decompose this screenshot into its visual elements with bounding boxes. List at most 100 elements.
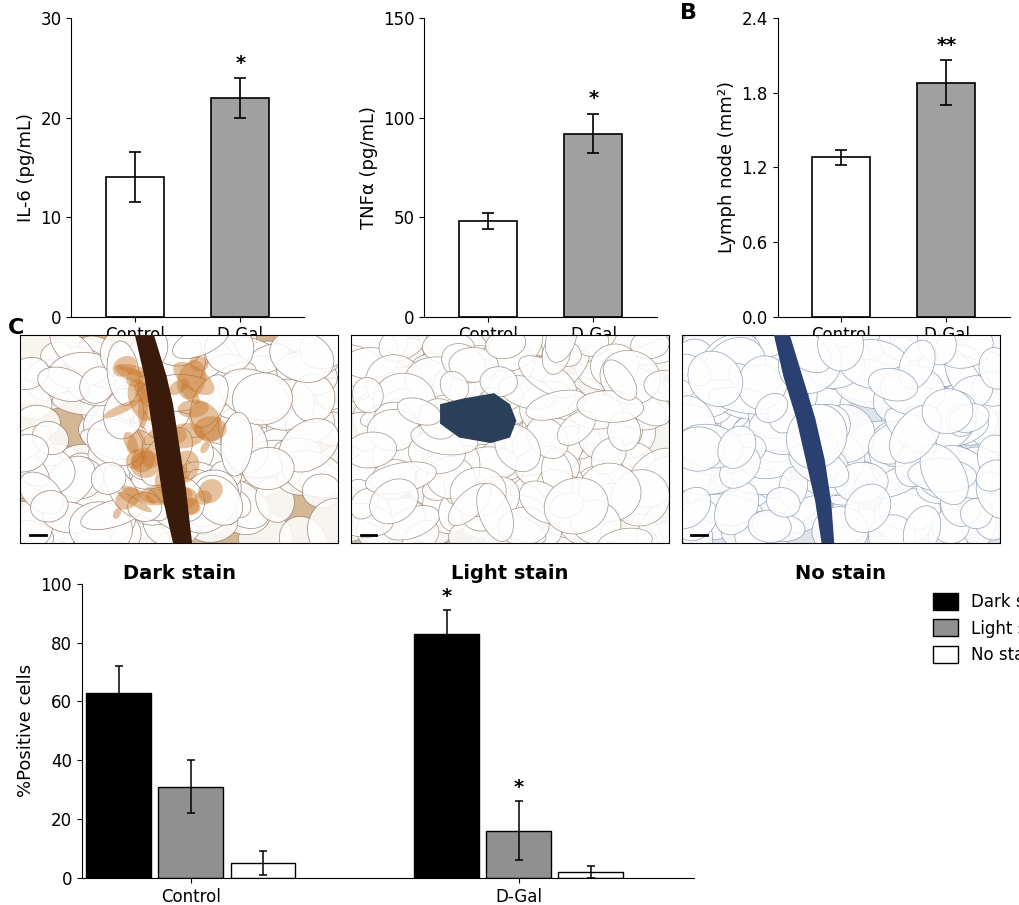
- Ellipse shape: [238, 428, 274, 468]
- Ellipse shape: [19, 506, 59, 542]
- Ellipse shape: [751, 512, 804, 541]
- Ellipse shape: [625, 514, 662, 561]
- Ellipse shape: [360, 438, 428, 479]
- Ellipse shape: [65, 358, 125, 405]
- Ellipse shape: [753, 315, 797, 357]
- Ellipse shape: [6, 369, 49, 405]
- Ellipse shape: [367, 409, 419, 451]
- Ellipse shape: [147, 325, 201, 366]
- Ellipse shape: [748, 389, 801, 439]
- Ellipse shape: [31, 491, 68, 522]
- Ellipse shape: [903, 506, 940, 555]
- Ellipse shape: [626, 448, 686, 508]
- Ellipse shape: [575, 347, 631, 390]
- Ellipse shape: [578, 463, 640, 521]
- Ellipse shape: [177, 497, 199, 516]
- Ellipse shape: [250, 357, 308, 402]
- Ellipse shape: [780, 329, 830, 373]
- Ellipse shape: [779, 467, 807, 508]
- Ellipse shape: [793, 310, 842, 361]
- Ellipse shape: [644, 377, 675, 424]
- Ellipse shape: [173, 353, 231, 403]
- Ellipse shape: [201, 354, 256, 402]
- Ellipse shape: [878, 348, 919, 386]
- Bar: [414, 634, 479, 878]
- Ellipse shape: [672, 427, 723, 472]
- Ellipse shape: [367, 388, 428, 437]
- Ellipse shape: [34, 378, 67, 409]
- Ellipse shape: [809, 348, 864, 388]
- Bar: [87, 692, 151, 878]
- Ellipse shape: [184, 443, 247, 491]
- Ellipse shape: [677, 500, 717, 541]
- Ellipse shape: [726, 433, 765, 462]
- Ellipse shape: [232, 373, 292, 425]
- Ellipse shape: [880, 398, 914, 435]
- Bar: [106, 177, 164, 317]
- Ellipse shape: [60, 486, 123, 518]
- Ellipse shape: [883, 408, 935, 453]
- Ellipse shape: [806, 369, 841, 420]
- Ellipse shape: [739, 365, 782, 400]
- Ellipse shape: [541, 450, 573, 500]
- Ellipse shape: [205, 324, 254, 374]
- Ellipse shape: [104, 510, 141, 548]
- Ellipse shape: [844, 484, 890, 532]
- Ellipse shape: [146, 489, 168, 505]
- Ellipse shape: [416, 452, 463, 486]
- Ellipse shape: [422, 449, 458, 489]
- Ellipse shape: [173, 362, 214, 395]
- Ellipse shape: [104, 465, 142, 517]
- Ellipse shape: [126, 370, 144, 387]
- Ellipse shape: [371, 460, 415, 500]
- Ellipse shape: [61, 484, 122, 547]
- Ellipse shape: [924, 320, 956, 376]
- Ellipse shape: [592, 443, 634, 483]
- Ellipse shape: [806, 379, 851, 418]
- Ellipse shape: [104, 463, 149, 496]
- Ellipse shape: [573, 464, 633, 515]
- Ellipse shape: [41, 342, 72, 367]
- Ellipse shape: [377, 367, 432, 411]
- Ellipse shape: [212, 370, 256, 418]
- Text: *: *: [235, 54, 246, 73]
- Ellipse shape: [685, 431, 738, 472]
- Ellipse shape: [646, 522, 689, 559]
- Ellipse shape: [889, 405, 941, 463]
- Ellipse shape: [866, 435, 909, 468]
- Ellipse shape: [88, 435, 128, 472]
- Ellipse shape: [521, 381, 586, 418]
- Ellipse shape: [919, 444, 967, 505]
- Ellipse shape: [249, 356, 307, 395]
- Ellipse shape: [167, 492, 218, 535]
- Ellipse shape: [537, 470, 584, 508]
- Ellipse shape: [494, 424, 540, 472]
- Ellipse shape: [247, 344, 289, 374]
- Bar: [230, 863, 296, 878]
- Ellipse shape: [15, 405, 60, 438]
- Ellipse shape: [680, 477, 740, 528]
- Ellipse shape: [463, 472, 518, 524]
- Ellipse shape: [342, 348, 396, 378]
- Ellipse shape: [933, 467, 974, 517]
- Ellipse shape: [136, 356, 180, 384]
- Ellipse shape: [379, 322, 426, 361]
- Ellipse shape: [970, 372, 1012, 406]
- Ellipse shape: [132, 484, 187, 533]
- Ellipse shape: [975, 460, 1010, 491]
- Ellipse shape: [919, 466, 965, 499]
- Ellipse shape: [112, 356, 137, 376]
- Ellipse shape: [606, 326, 660, 364]
- Ellipse shape: [636, 500, 691, 560]
- Ellipse shape: [677, 503, 712, 556]
- Ellipse shape: [115, 460, 180, 507]
- Ellipse shape: [955, 352, 1006, 395]
- Ellipse shape: [127, 379, 155, 421]
- Ellipse shape: [676, 339, 712, 371]
- Text: Dark stain: Dark stain: [122, 564, 235, 583]
- Ellipse shape: [578, 403, 642, 461]
- Ellipse shape: [544, 478, 607, 534]
- Ellipse shape: [350, 489, 378, 519]
- Ellipse shape: [300, 464, 340, 496]
- Ellipse shape: [530, 488, 593, 519]
